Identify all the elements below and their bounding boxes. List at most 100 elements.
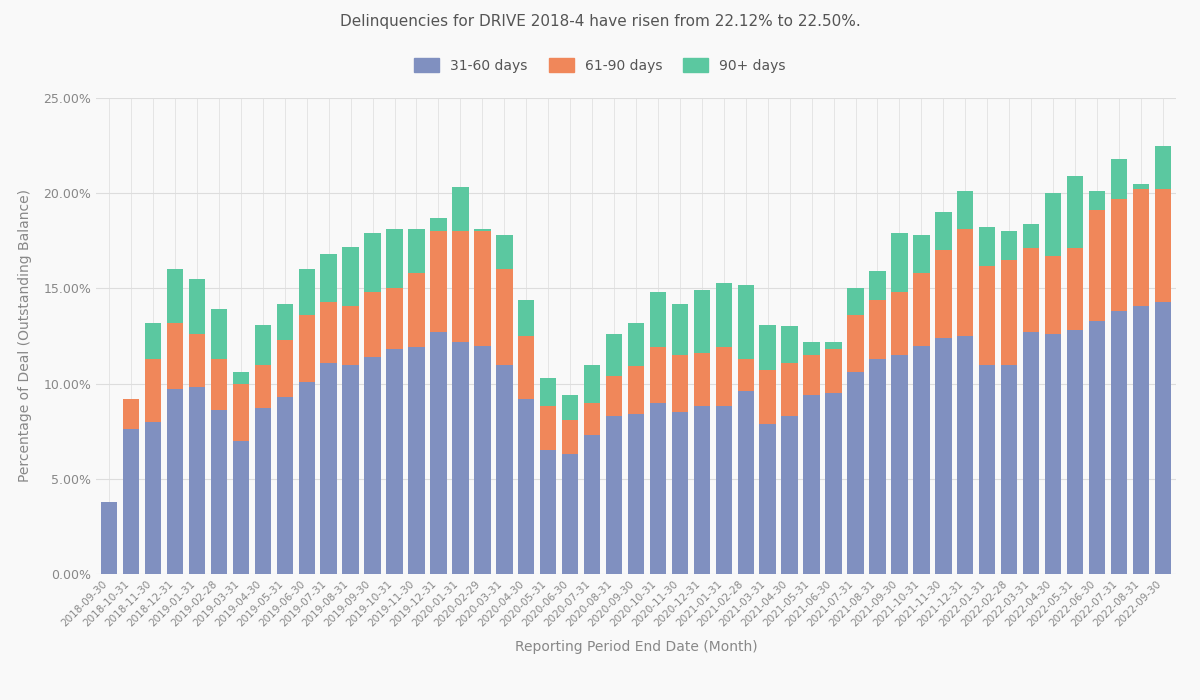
Bar: [760, 424, 776, 574]
Bar: [1133, 305, 1150, 574]
Bar: [1045, 256, 1061, 334]
Bar: [1001, 260, 1018, 365]
Bar: [1154, 302, 1171, 574]
Bar: [847, 372, 864, 574]
Bar: [562, 395, 578, 420]
Bar: [847, 315, 864, 372]
Bar: [276, 340, 293, 397]
Bar: [562, 454, 578, 574]
Bar: [606, 376, 623, 416]
Bar: [606, 416, 623, 574]
Bar: [145, 323, 161, 359]
Bar: [715, 407, 732, 574]
Bar: [540, 450, 557, 574]
Bar: [869, 272, 886, 300]
Bar: [167, 389, 184, 574]
Bar: [1045, 334, 1061, 574]
Bar: [1067, 248, 1084, 330]
Bar: [233, 384, 250, 441]
Bar: [320, 363, 337, 574]
Bar: [584, 365, 600, 402]
Bar: [254, 325, 271, 365]
Bar: [694, 407, 710, 574]
Bar: [738, 391, 754, 574]
Bar: [1111, 312, 1127, 574]
Bar: [1154, 146, 1171, 190]
Bar: [365, 233, 380, 292]
Bar: [496, 235, 512, 270]
Bar: [474, 346, 491, 574]
Bar: [803, 355, 820, 395]
Bar: [694, 353, 710, 407]
Bar: [101, 502, 118, 574]
Bar: [1154, 190, 1171, 302]
Bar: [122, 429, 139, 574]
Bar: [935, 338, 952, 574]
Bar: [122, 399, 139, 429]
Legend: 31-60 days, 61-90 days, 90+ days: 31-60 days, 61-90 days, 90+ days: [409, 52, 791, 78]
Bar: [628, 323, 644, 367]
Bar: [892, 233, 907, 292]
Bar: [145, 359, 161, 421]
Bar: [781, 326, 798, 363]
Bar: [781, 416, 798, 574]
Bar: [628, 367, 644, 414]
Bar: [958, 336, 973, 574]
Bar: [760, 370, 776, 424]
Bar: [803, 342, 820, 355]
Bar: [365, 357, 380, 574]
Bar: [979, 228, 996, 265]
Bar: [913, 235, 930, 273]
Bar: [781, 363, 798, 416]
Bar: [408, 273, 425, 347]
Bar: [958, 191, 973, 230]
Bar: [738, 285, 754, 359]
Bar: [892, 292, 907, 355]
Bar: [386, 230, 403, 288]
Bar: [1022, 224, 1039, 248]
Bar: [496, 270, 512, 365]
X-axis label: Reporting Period End Date (Month): Reporting Period End Date (Month): [515, 640, 757, 654]
Bar: [518, 300, 534, 336]
Bar: [474, 230, 491, 231]
Bar: [847, 288, 864, 315]
Bar: [672, 412, 688, 574]
Bar: [1067, 176, 1084, 248]
Bar: [803, 395, 820, 574]
Bar: [1088, 191, 1105, 210]
Bar: [342, 305, 359, 365]
Bar: [1001, 365, 1018, 574]
Bar: [452, 231, 469, 342]
Bar: [979, 265, 996, 365]
Bar: [584, 402, 600, 435]
Bar: [715, 283, 732, 347]
Bar: [408, 347, 425, 574]
Bar: [233, 372, 250, 384]
Bar: [299, 382, 314, 574]
Bar: [1067, 330, 1084, 574]
Bar: [672, 304, 688, 355]
Bar: [188, 387, 205, 574]
Bar: [167, 323, 184, 389]
Bar: [1088, 321, 1105, 574]
Bar: [958, 230, 973, 336]
Bar: [738, 359, 754, 391]
Bar: [826, 393, 841, 574]
Bar: [649, 292, 666, 347]
Bar: [188, 334, 205, 387]
Bar: [518, 399, 534, 574]
Bar: [1111, 199, 1127, 312]
Bar: [365, 292, 380, 357]
Bar: [342, 365, 359, 574]
Bar: [540, 378, 557, 407]
Bar: [276, 304, 293, 340]
Bar: [892, 355, 907, 574]
Bar: [188, 279, 205, 334]
Bar: [1111, 159, 1127, 199]
Bar: [715, 347, 732, 407]
Bar: [1001, 231, 1018, 260]
Bar: [408, 230, 425, 273]
Bar: [518, 336, 534, 399]
Bar: [672, 355, 688, 412]
Bar: [606, 334, 623, 376]
